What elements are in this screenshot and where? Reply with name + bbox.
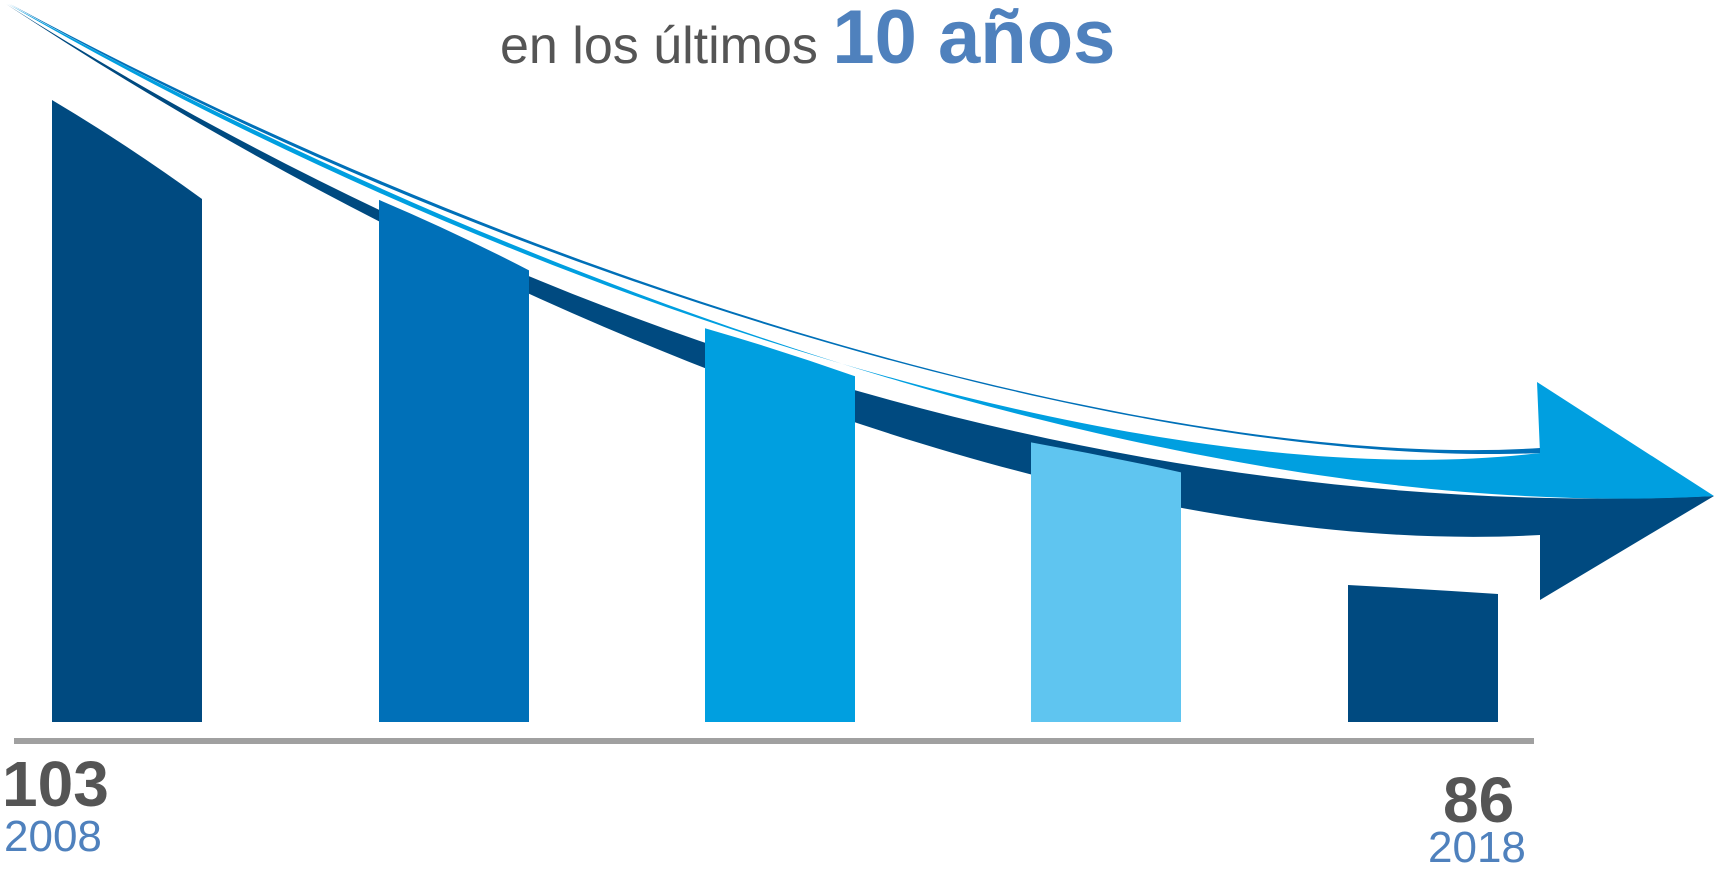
start-value-label: 103: [2, 748, 109, 820]
bars-group: [52, 100, 1498, 722]
headline: en los últimos 10 años: [500, 0, 1115, 81]
bar-5: [1348, 584, 1498, 722]
headline-prefix: en los últimos: [500, 17, 818, 75]
end-value-label: 86: [1443, 764, 1515, 836]
arrow-main-band: [8, 4, 1714, 499]
bar-2: [379, 199, 529, 722]
bar-1: [52, 100, 202, 722]
start-year-label: 2008: [4, 812, 102, 861]
bar-4: [1031, 442, 1181, 722]
arrow-shadow-band: [6, 4, 1714, 600]
headline-highlight: 10 años: [832, 0, 1116, 80]
end-year-label: 2018: [1428, 823, 1526, 872]
bar-3: [705, 328, 855, 722]
trend-arrow: [6, 4, 1714, 600]
